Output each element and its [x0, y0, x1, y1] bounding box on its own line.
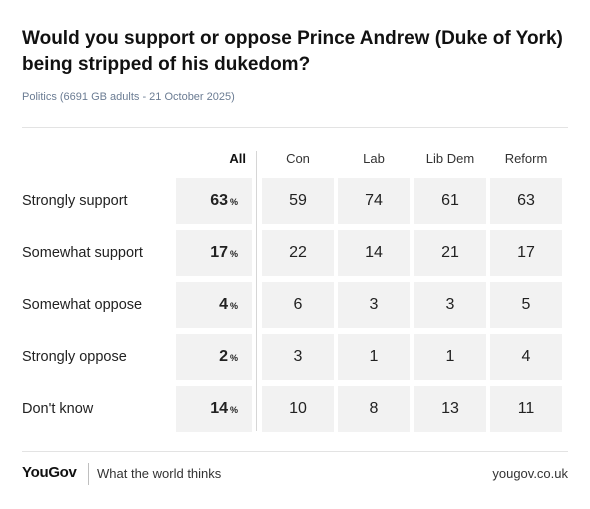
- cell-value: 5: [490, 282, 562, 328]
- chart-subtitle: Politics (6691 GB adults - 21 October 20…: [22, 91, 235, 103]
- row-label: Strongly support: [22, 193, 128, 209]
- all-column-divider: [256, 151, 257, 431]
- percent-symbol: %: [229, 249, 238, 259]
- row-label: Strongly oppose: [22, 349, 127, 365]
- cell-value: 1: [338, 334, 410, 380]
- cell-value: 11: [490, 386, 562, 432]
- cell-all: 2%: [176, 334, 252, 380]
- percent-symbol: %: [229, 353, 238, 363]
- column-header-con: Con: [286, 151, 310, 166]
- cell-all: 17%: [176, 230, 252, 276]
- cell-all-value: 4: [219, 296, 228, 313]
- cell-all-value: 63: [210, 192, 228, 209]
- percent-symbol: %: [229, 301, 238, 311]
- cell-value: 8: [338, 386, 410, 432]
- cell-value: 4: [490, 334, 562, 380]
- chart-title: Would you support or oppose Prince Andre…: [22, 28, 563, 75]
- cell-value: 61: [414, 178, 486, 224]
- cell-all: 63%: [176, 178, 252, 224]
- column-header-all: All: [229, 151, 246, 166]
- top-divider: [22, 127, 568, 128]
- cell-value: 6: [262, 282, 334, 328]
- cell-all: 14%: [176, 386, 252, 432]
- cell-value: 22: [262, 230, 334, 276]
- cell-value: 1: [414, 334, 486, 380]
- row-label: Don't know: [22, 401, 94, 417]
- cell-value: 21: [414, 230, 486, 276]
- cell-all: 4%: [176, 282, 252, 328]
- cell-value: 74: [338, 178, 410, 224]
- cell-value: 63: [490, 178, 562, 224]
- cell-all-value: 2: [219, 348, 228, 365]
- column-header-lab: Lab: [363, 151, 385, 166]
- cell-value: 14: [338, 230, 410, 276]
- row-label: Somewhat oppose: [22, 297, 143, 313]
- percent-symbol: %: [229, 197, 238, 207]
- bottom-divider: [22, 451, 568, 452]
- footer-tagline: What the world thinks: [97, 466, 222, 481]
- cell-value: 13: [414, 386, 486, 432]
- cell-value: 3: [262, 334, 334, 380]
- cell-all-value: 14: [210, 400, 228, 417]
- cell-value: 3: [414, 282, 486, 328]
- column-header-reform: Reform: [504, 151, 548, 166]
- footer-url: yougov.co.uk: [492, 466, 568, 481]
- cell-value: 10: [262, 386, 334, 432]
- footer-separator: [88, 463, 89, 485]
- cell-value: 3: [338, 282, 410, 328]
- cell-value: 17: [490, 230, 562, 276]
- row-label: Somewhat support: [22, 245, 143, 261]
- cell-value: 59: [262, 178, 334, 224]
- cell-all-value: 17: [210, 244, 228, 261]
- yougov-logo: YouGov: [22, 464, 77, 481]
- column-header-lib-dem: Lib Dem: [425, 151, 475, 166]
- percent-symbol: %: [229, 405, 238, 415]
